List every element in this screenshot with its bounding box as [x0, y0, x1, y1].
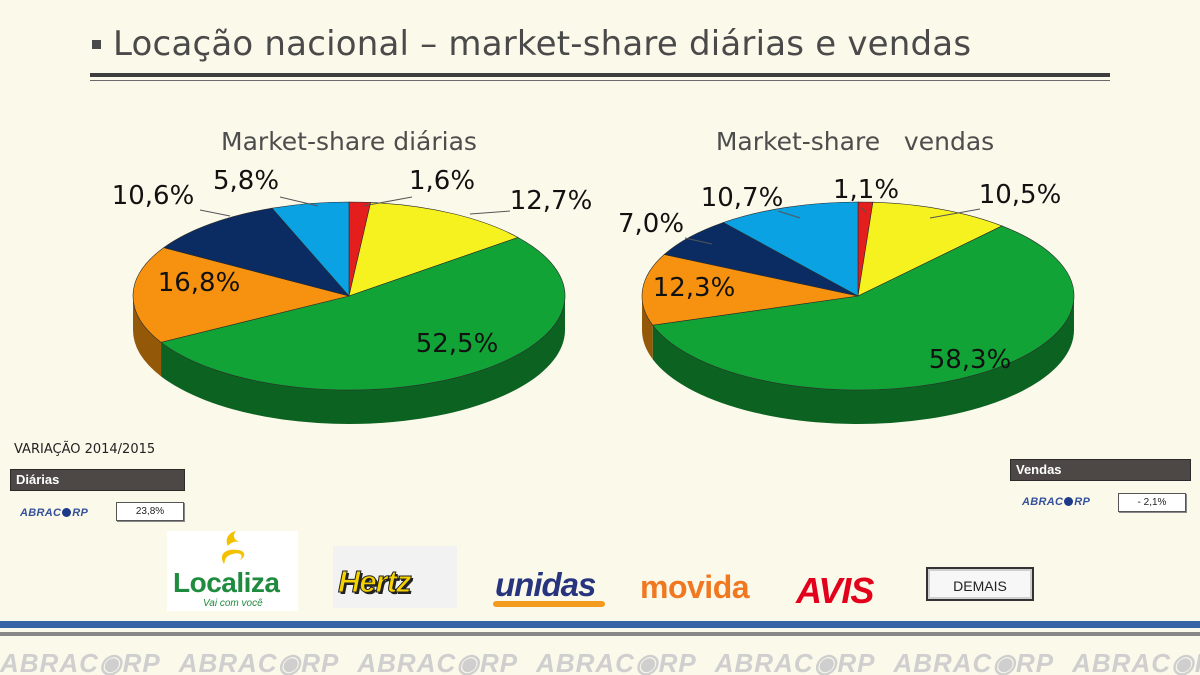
vendas-variation-value: - 2,1%	[1118, 493, 1186, 512]
pie-slice-hertz	[641, 254, 859, 326]
pie-slice-demais	[857, 201, 1003, 297]
globe-icon	[1064, 497, 1074, 506]
title-rule-thin	[90, 80, 1110, 81]
abracorp-logo-text-a: ABRAC	[1022, 496, 1064, 508]
movida-logo: movida	[640, 569, 750, 605]
hertz-logo-bg	[333, 546, 457, 608]
watermark-text: ABRAC◉RP	[1072, 648, 1200, 675]
label-leader-line	[469, 210, 511, 215]
abracorp-logo-text-a: ABRAC	[20, 507, 62, 519]
pie-slice-side	[652, 296, 1074, 424]
watermark-text: ABRAC◉RP	[893, 648, 1055, 675]
chart-title: Market-share diárias	[221, 127, 477, 156]
footer-band-blue	[0, 621, 1200, 628]
data-label-hertz: 16,8%	[158, 268, 241, 298]
abracorp-logo-right: ABRAC RP	[1022, 496, 1090, 508]
label-leader-line	[777, 210, 801, 219]
data-label-localiza: 58,3%	[929, 345, 1012, 375]
watermark-text: ABRAC◉RP	[0, 648, 161, 675]
data-label-demais: 12,7%	[510, 186, 593, 216]
unidas-logo: unidas	[495, 566, 596, 603]
label-leader-line	[860, 206, 867, 214]
title-bullet	[92, 40, 101, 49]
pie-slice-unidas	[163, 207, 350, 297]
label-leader-line	[684, 237, 713, 245]
pie-slice-demais	[348, 202, 519, 297]
localiza-flame-icon	[221, 531, 245, 564]
page-title: Locação nacional – market-share diárias …	[113, 24, 972, 64]
avis-logo: AVIS	[796, 570, 874, 611]
data-label-demais: 10,5%	[979, 180, 1062, 210]
pie-chart-diarias: Market-share diárias 52,5% 16,8% 10,6% 5,8% 1…	[112, 127, 593, 424]
vendas-label: Vendas	[1011, 460, 1190, 480]
watermark-text: ABRAC◉RP	[536, 648, 697, 675]
localiza-logo-bg	[167, 531, 298, 611]
watermark-text: ABRAC◉RP	[357, 648, 519, 675]
data-label-localiza: 52,5%	[416, 329, 499, 359]
localiza-tagline: Vai com você	[203, 598, 263, 609]
pie-slice-localiza	[160, 237, 566, 391]
data-label-hertz: 12,3%	[653, 273, 736, 303]
watermark-text: ABRAC◉RP	[178, 648, 340, 675]
globe-icon	[62, 508, 72, 517]
variation-title: VARIAÇÃO 2014/2015	[14, 442, 156, 457]
watermark-text: ABRAC◉RP	[714, 648, 876, 675]
pie-chart-vendas: Market-share vendas 58,3% 12,3% 7,0% 10,7% 1,…	[618, 127, 1075, 424]
diarias-label: Diárias	[11, 470, 184, 490]
footer-band-grey	[0, 632, 1200, 636]
label-leader-line	[362, 196, 413, 207]
pie-slice-side	[133, 296, 162, 377]
localiza-logo: Localiza	[173, 567, 280, 598]
abracorp-logo-text-b: RP	[1074, 496, 1091, 508]
data-label-movida: 10,7%	[701, 183, 784, 213]
data-label-avis: 1,1%	[833, 175, 899, 205]
abracorp-logo-text-b: RP	[72, 507, 89, 519]
footer-watermark: ABRAC◉RP ABRAC◉RP ABRAC◉RP ABRAC◉RP ABRAC◉RP…	[0, 648, 1200, 675]
data-label-unidas: 7,0%	[618, 209, 684, 239]
diarias-variation-value: 23,8%	[116, 502, 184, 521]
unidas-swoosh	[493, 601, 605, 607]
hertz-logo: Hertz	[338, 564, 413, 600]
title-rule	[90, 73, 1110, 77]
label-leader-line	[929, 208, 981, 219]
label-leader-line	[199, 209, 231, 217]
data-label-movida: 5,8%	[213, 166, 279, 196]
label-leader-line	[279, 196, 319, 207]
pie-slice-movida	[722, 201, 859, 297]
data-label-unidas: 10,6%	[112, 181, 195, 211]
pie-slice-side	[642, 296, 653, 360]
data-label-avis: 1,6%	[409, 166, 475, 196]
pie-slice-side	[161, 296, 565, 424]
demais-legend-box: DEMAIS	[926, 567, 1034, 601]
pie-slice-hertz	[132, 247, 350, 343]
abracorp-logo-left: ABRAC RP	[20, 507, 88, 519]
chart-title: Market-share vendas	[716, 127, 994, 156]
pie-slice-localiza	[652, 225, 1075, 391]
